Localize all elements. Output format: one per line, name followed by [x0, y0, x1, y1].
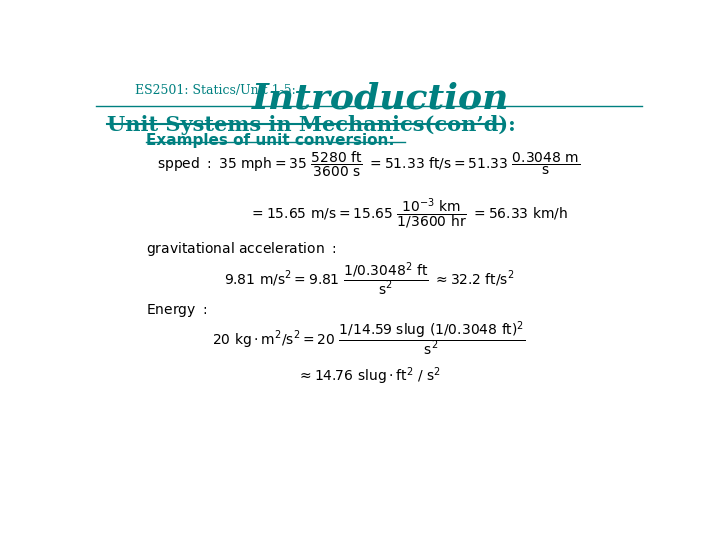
- Text: $\approx 14.76\ \mathrm{slug \cdot ft}^2\ /\ \mathrm{s}^2$: $\approx 14.76\ \mathrm{slug \cdot ft}^2…: [297, 365, 441, 387]
- Text: $= 15.65\ \mathrm{m/s} = 15.65\ \dfrac{10^{-3}\ \mathrm{km}}{1/3600\ \mathrm{hr}: $= 15.65\ \mathrm{m/s} = 15.65\ \dfrac{1…: [248, 196, 567, 231]
- Text: $\mathrm{gravitational\ acceleration\ :}$: $\mathrm{gravitational\ acceleration\ :}…: [145, 240, 336, 258]
- Text: ES2501: Statics/Unit 1-5:: ES2501: Statics/Unit 1-5:: [135, 84, 295, 97]
- Text: $9.81\ \mathrm{m/s}^2 = 9.81\ \dfrac{1/0.3048^2\ \mathrm{ft}}{\mathrm{s}^2}\ \ap: $9.81\ \mathrm{m/s}^2 = 9.81\ \dfrac{1/0…: [224, 260, 514, 298]
- Text: Examples of unit conversion:: Examples of unit conversion:: [145, 133, 395, 148]
- Text: $\mathrm{Energy\ :}$: $\mathrm{Energy\ :}$: [145, 302, 207, 319]
- Text: $\mathrm{spped\ :}\ 35\ \mathrm{mph} = 35\ \dfrac{5280\ \mathrm{ft}}{3600\ \math: $\mathrm{spped\ :}\ 35\ \mathrm{mph} = 3…: [157, 150, 581, 179]
- Text: Introduction: Introduction: [251, 82, 509, 116]
- Text: Unit Systems in Mechanics(con’d):: Unit Systems in Mechanics(con’d):: [107, 114, 516, 134]
- Text: $20\ \mathrm{kg \cdot m}^2/\mathrm{s}^2 = 20\ \dfrac{1/14.59\ \mathrm{slug}\ (1/: $20\ \mathrm{kg \cdot m}^2/\mathrm{s}^2 …: [212, 319, 526, 358]
